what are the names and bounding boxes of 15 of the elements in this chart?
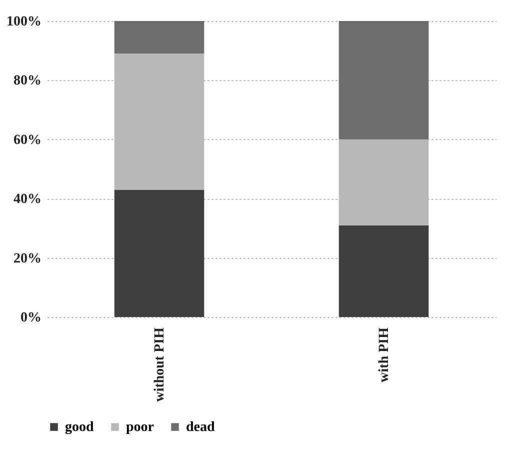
legend-label: good [65,420,94,435]
x-tick-label: without PIH [152,327,168,402]
y-tick-label: 100% [6,14,42,30]
bar [114,190,204,317]
x-tick-label: with PIH [376,327,392,382]
y-tick-label: 60% [14,132,42,148]
y-tick-label: 80% [14,74,42,89]
bar [114,21,204,54]
legend-label: poor [126,420,154,435]
y-tick-label: 20% [14,251,42,266]
bar [338,21,429,140]
y-tick-label: 40% [14,192,42,208]
y-tick-label: 0% [20,310,42,326]
legend-label: dead [186,420,215,435]
bar [338,225,429,317]
